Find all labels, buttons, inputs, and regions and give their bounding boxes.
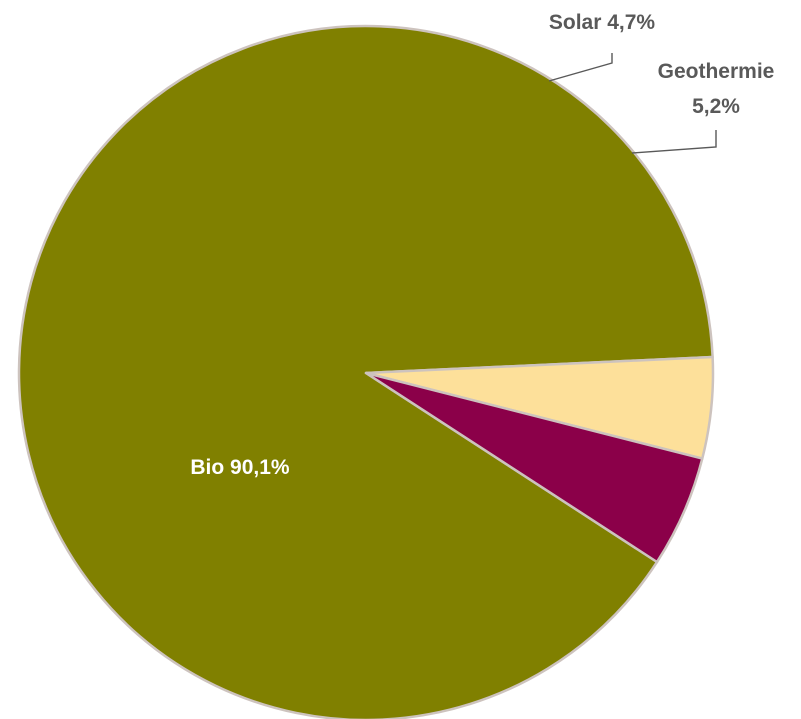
geothermie-leader-line <box>631 130 717 154</box>
geothermie-data-label-value: 5,2% <box>692 95 740 118</box>
solar-data-label: Solar 4,7% <box>549 11 656 34</box>
pie-slice-geothermie <box>364 371 704 564</box>
geothermie-data-label-name: Geothermie <box>658 60 775 83</box>
leaders-layer <box>548 53 717 154</box>
bio-data-label: Bio 90,1% <box>190 456 290 479</box>
slices-layer <box>17 24 715 719</box>
labels-layer: Bio 90,1% Solar 4,7% Geothermie 5,2% <box>190 11 774 479</box>
solar-leader-line <box>548 53 613 82</box>
